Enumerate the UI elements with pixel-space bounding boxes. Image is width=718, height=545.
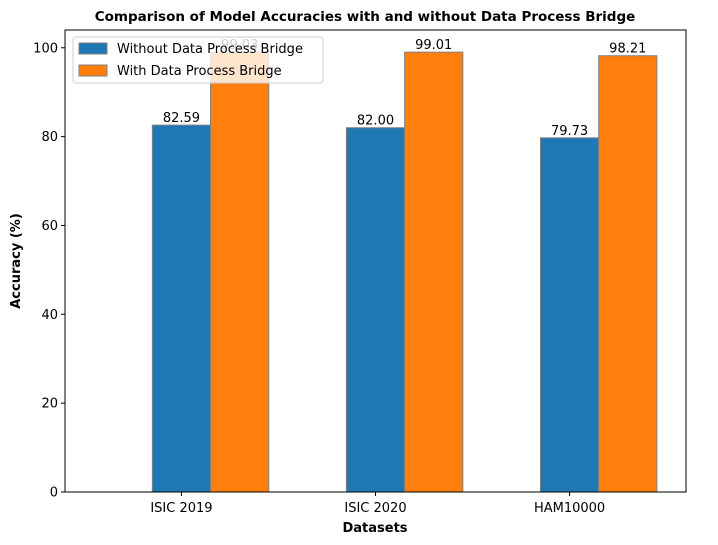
y-tick-label: 0 [50,486,58,501]
y-tick-label: 100 [33,41,58,56]
chart-title: Comparison of Model Accuracies with and … [95,9,636,25]
y-axis: 0 20 40 60 80 100 [33,41,65,501]
legend: Without Data Process Bridge With Data Pro… [72,36,324,84]
legend-swatch-with [78,64,108,77]
data-label-without-1: 82.00 [357,114,394,129]
bar-without-0 [151,124,212,493]
y-tick-label: 60 [41,219,58,234]
y-axis-title: Accuracy (%) [9,213,24,309]
data-label-with-1: 99.01 [415,38,452,53]
legend-label-with: With Data Process Bridge [117,64,282,79]
y-tick-label: 40 [41,308,58,323]
bar-with-0 [210,51,270,493]
y-tick-label: 80 [41,130,58,145]
data-label-with-2: 98.21 [609,42,646,57]
bar-without-1 [345,127,406,493]
y-tick-label: 20 [41,397,58,412]
legend-swatch-without [78,42,108,55]
x-tick-label: HAM10000 [534,501,605,516]
x-axis-title: Datasets [342,521,407,536]
bars-group [151,51,658,493]
x-axis: ISIC 2019 ISIC 2020 HAM10000 [150,492,605,516]
plot-frame [64,29,687,493]
bar-with-1 [404,51,464,493]
bar-without-2 [539,137,600,493]
data-label-without-0: 82.59 [163,111,200,126]
x-tick-label: ISIC 2020 [344,501,406,516]
data-label-without-2: 79.73 [551,124,588,139]
x-tick-label: ISIC 2019 [150,501,212,516]
bar-with-2 [598,55,658,493]
legend-label-without: Without Data Process Bridge [117,42,303,57]
legend-box [72,36,324,84]
